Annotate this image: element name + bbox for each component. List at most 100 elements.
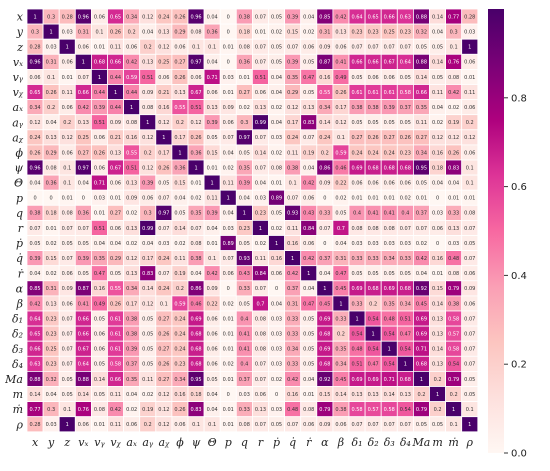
cell-value-label: 0.29 — [46, 150, 57, 156]
cell-value-label: 0.66 — [78, 90, 89, 96]
cell-value-label: 0.01 — [110, 196, 121, 202]
cell-value-label: 0.05 — [384, 120, 395, 126]
cell-value-label: 0.1 — [47, 75, 55, 81]
cell-value-label: 0.07 — [255, 14, 266, 20]
cell-value-label: 0.54 — [351, 331, 362, 337]
cell-value-label: 0.31 — [287, 301, 298, 307]
cell-value-label: 0.11 — [255, 256, 266, 262]
cell-value-label: 0.02 — [46, 271, 57, 277]
cell-value-label: 0.26 — [174, 407, 185, 413]
cell-value-label: 0.85 — [29, 286, 40, 292]
cell-value-label: 0.95 — [416, 165, 427, 171]
cell-value-label: 0.68 — [190, 362, 201, 368]
cell-value-label: 0.19 — [448, 120, 459, 126]
cell-value-label: 0.97 — [239, 135, 250, 141]
cell-value-label: 0.04 — [29, 271, 40, 277]
cell-value-label: 0.63 — [400, 14, 411, 20]
cell-value-label: 0.05 — [368, 120, 379, 126]
cell-value-label: 0.06 — [400, 180, 411, 186]
cell-value-label: 0.05 — [303, 347, 314, 353]
cell-value-label: 0.15 — [207, 150, 218, 156]
cell-value-label: 0.88 — [416, 14, 427, 20]
cell-value-label: 0.07 — [319, 226, 330, 232]
cell-value-label: 0.02 — [271, 226, 282, 232]
cell-value-label: 0.07 — [223, 135, 234, 141]
cell-value-label: 0.26 — [368, 135, 379, 141]
cell-value-label: 0.08 — [255, 331, 266, 337]
cell-value-label: 0.04 — [190, 271, 201, 277]
cell-value-label: 0.03 — [271, 135, 282, 141]
cell-value-label: 0.04 — [432, 180, 443, 186]
cell-value-label: 0.13 — [432, 331, 443, 337]
cell-value-label: 0.63 — [29, 362, 40, 368]
cell-value-label: 0.2 — [337, 331, 345, 337]
cell-value-label: 0.05 — [416, 422, 427, 428]
cell-value-label: 0.04 — [255, 180, 266, 186]
cell-value-label: 0 — [33, 196, 36, 202]
cell-value-label: 0.05 — [335, 211, 346, 217]
cell-value-label: 0.09 — [319, 422, 330, 428]
cell-value-label: 0 — [227, 29, 230, 35]
cell-value-label: 0.42 — [78, 105, 89, 111]
cell-value-label: 0.23 — [400, 150, 411, 156]
cell-value-label: 0.51 — [94, 226, 105, 232]
cell-value-label: 0.05 — [29, 241, 40, 247]
x-tick-label: δ₂ — [368, 436, 379, 449]
cell-value-label: 0.58 — [448, 316, 459, 322]
x-tick-label: β — [337, 436, 344, 449]
cell-value-label: 0.37 — [400, 105, 411, 111]
cell-value-label: 0.05 — [142, 362, 153, 368]
cell-value-label: 0.06 — [335, 45, 346, 51]
cell-value-label: 1 — [307, 271, 310, 277]
cell-value-label: 0.26 — [158, 165, 169, 171]
cell-value-label: 0.13 — [432, 316, 443, 322]
cell-value-label: 0.17 — [142, 256, 153, 262]
cell-value-label: 0.92 — [319, 377, 330, 383]
x-tick-label: Θ — [208, 436, 217, 449]
cell-value-label: 0.97 — [158, 211, 169, 217]
cell-value-label: 0.49 — [335, 75, 346, 81]
cell-value-label: 0.07 — [62, 331, 73, 337]
cell-value-label: 0.21 — [110, 135, 121, 141]
cell-value-label: 1 — [162, 135, 165, 141]
cell-value-label: 0.06 — [78, 422, 89, 428]
cell-value-label: 0.06 — [464, 150, 475, 156]
cell-value-label: 0.61 — [110, 316, 121, 322]
cell-value-label: 0.27 — [158, 347, 169, 353]
cell-value-label: 0.34 — [384, 256, 395, 262]
cell-value-label: 0.1 — [160, 301, 168, 307]
cell-value-label: 0.06 — [303, 196, 314, 202]
cell-value-label: 0.24 — [158, 14, 169, 20]
cell-value-label: 0.07 — [255, 135, 266, 141]
cell-value-label: 0 — [227, 14, 230, 20]
cell-value-label: 0.06 — [110, 226, 121, 232]
cell-value-label: 0.24 — [29, 135, 40, 141]
cell-value-label: 0.14 — [255, 150, 266, 156]
cell-value-label: 0.28 — [29, 45, 40, 51]
cell-value-label: 0.33 — [287, 362, 298, 368]
cell-value-label: 0.35 — [335, 347, 346, 353]
cell-value-label: 0.04 — [416, 271, 427, 277]
cell-value-label: 0.05 — [432, 422, 443, 428]
cell-value-label: 0.06 — [255, 90, 266, 96]
cell-value-label: 0.07 — [400, 422, 411, 428]
x-tick-label: δ₁ — [352, 436, 363, 449]
cell-value-label: 0.14 — [432, 60, 443, 66]
cell-value-label: 0.47 — [368, 362, 379, 368]
cell-value-label: 0.34 — [319, 105, 330, 111]
cell-value-label: 0.06 — [223, 120, 234, 126]
cell-value-label: 0.43 — [303, 211, 314, 217]
cell-value-label: 0.09 — [207, 286, 218, 292]
cell-value-label: 0.07 — [158, 271, 169, 277]
cell-value-label: 0.06 — [271, 271, 282, 277]
cell-value-label: 0.39 — [287, 60, 298, 66]
cell-value-label: 0.34 — [400, 301, 411, 307]
cell-value-label: 0.66 — [110, 60, 121, 66]
cell-value-label: 0.05 — [239, 241, 250, 247]
cell-value-label: 0.05 — [94, 392, 105, 398]
cell-value-label: 0.12 — [432, 135, 443, 141]
cell-value-label: 0.35 — [190, 211, 201, 217]
cell-value-label: 0.07 — [62, 256, 73, 262]
cell-value-label: 0.39 — [207, 120, 218, 126]
y-tick-label: ϕ — [16, 146, 24, 159]
